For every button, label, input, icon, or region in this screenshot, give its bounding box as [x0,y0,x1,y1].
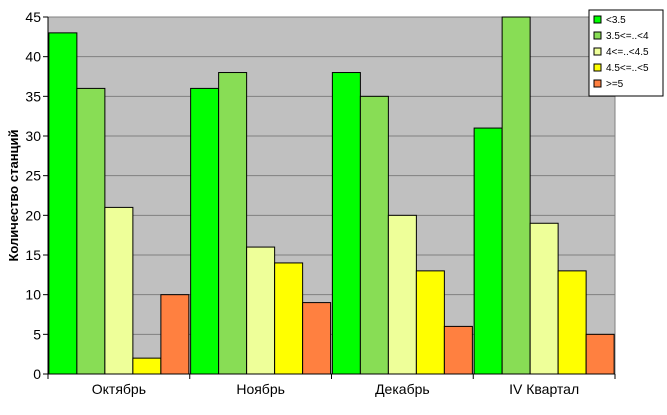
legend-swatch [593,31,602,40]
legend-swatch [593,47,602,56]
bar [387,214,417,375]
bar [132,357,162,375]
bar [274,262,304,375]
y-tick-label: 10 [25,287,41,303]
legend-label: 4.5<=..<5 [606,63,649,74]
bar [48,32,78,375]
y-axis-ticks: 0 5 10 15 20 25 30 35 40 45 [25,9,48,382]
bar [76,87,106,375]
legend-swatch [593,79,602,88]
bar [473,127,503,375]
x-axis-labels: Октябрь Ноябрь Декабрь IV Квартал [47,374,616,397]
legend: <3.5 3.5<=..<4 4<=..<4.5 4.5<=..<5 >=5 [588,9,664,97]
y-axis-title: Количество станций [6,129,21,261]
x-category-label: IV Квартал [509,381,579,397]
bar [190,87,220,375]
y-tick-label: 30 [25,128,41,144]
bars [48,16,615,375]
y-tick-label: 40 [25,49,41,65]
x-category-label: Декабрь [375,381,430,397]
bar [302,302,332,375]
legend-label: 3.5<=..<4 [606,31,649,42]
x-category-label: Октябрь [92,381,146,397]
bar [529,222,559,375]
bar [246,246,276,375]
legend-label: 4<=..<4.5 [606,47,649,58]
y-tick-label: 45 [25,9,41,25]
bar [501,16,531,375]
legend-swatch [593,15,602,24]
legend-label: >=5 [606,79,624,90]
bar [557,270,587,375]
y-tick-label: 25 [25,168,41,184]
bar [218,72,248,375]
bar [160,294,190,375]
legend-swatch [593,63,602,72]
bar [359,95,389,375]
bar [104,206,134,375]
bar [331,72,361,375]
y-tick-label: 20 [25,207,41,223]
bar [443,325,473,375]
legend-label: <3.5 [606,15,626,26]
y-tick-label: 15 [25,247,41,263]
y-tick-label: 0 [33,366,41,382]
y-tick-label: 5 [33,326,41,342]
bar [415,270,445,375]
y-tick-label: 35 [25,88,41,104]
bar [585,333,615,375]
x-category-label: Ноябрь [236,381,285,397]
